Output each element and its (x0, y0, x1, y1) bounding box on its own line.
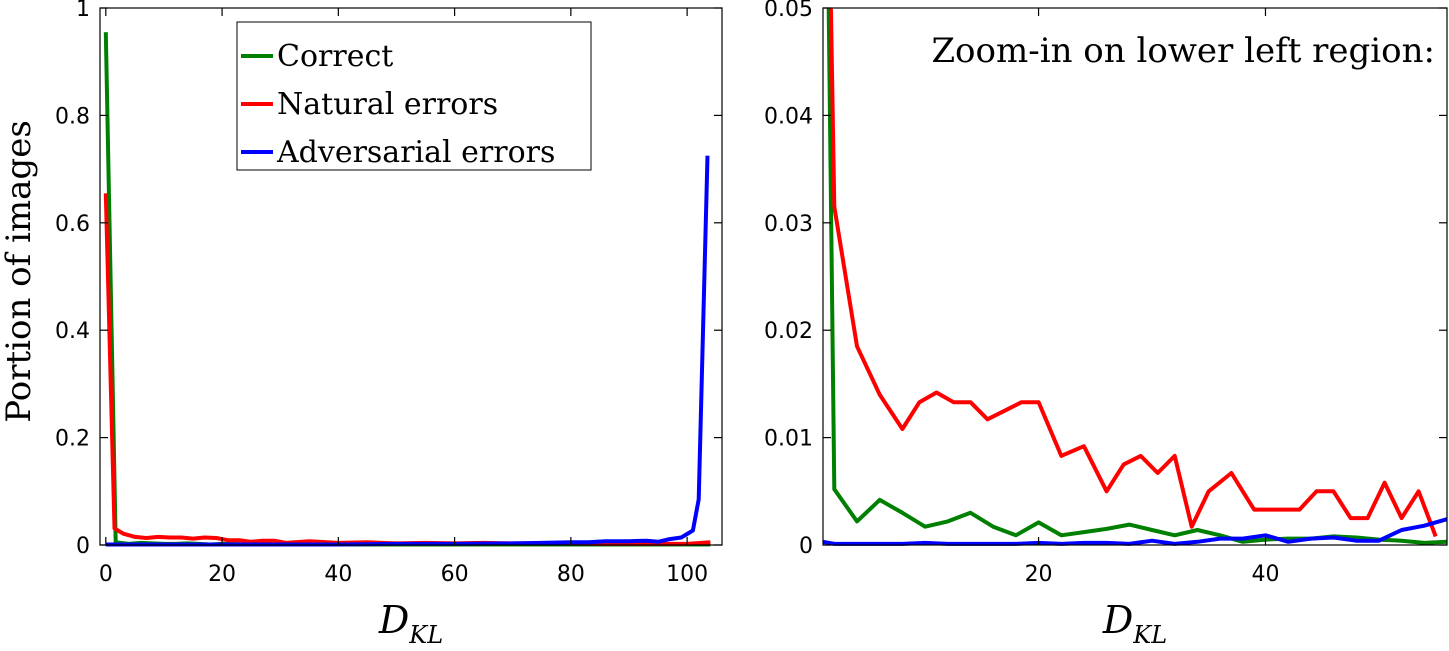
right-panel: 20 40 0 0.01 0.02 0.03 0.04 0.05 Zoom-in on low… (764, 0, 1448, 649)
left-axes-frame (99, 7, 723, 546)
legend-label-correct: Correct (277, 39, 393, 74)
left-series-line-adversarial-errors (105, 155, 710, 547)
left-x-tick-label: 60 (441, 562, 469, 587)
left-x-tick-label: 100 (666, 562, 708, 587)
left-y-tick-label: 0.2 (55, 427, 90, 452)
right-series-line-adversarial-errors (823, 517, 1447, 546)
left-panel: 0 20 40 60 80 100 0 0.2 0.4 0.6 0.8 1 Portion of im… (0, 0, 723, 649)
right-y-tick-label: 0.05 (764, 0, 813, 22)
left-y-tick-label: 0.4 (55, 319, 90, 344)
right-y-tick-label: 0.02 (764, 319, 813, 344)
right-y-tick-label: 0.03 (764, 212, 813, 237)
right-x-axis-label-subscript: KL (1132, 621, 1167, 647)
zoom-annotation: Zoom-in on lower left region: (931, 31, 1435, 71)
right-x-axis-label: DKL (1102, 598, 1167, 647)
right-y-tick-label: 0 (799, 534, 813, 559)
right-y-tick-label: 0.01 (764, 427, 813, 452)
right-series-line-natural-errors (828, 7, 1438, 538)
right-series-line-correct (826, 7, 1447, 545)
left-x-axis-label-subscript: KL (408, 621, 443, 647)
legend-label-natural-errors: Natural errors (277, 87, 498, 122)
left-y-tick-label: 0 (76, 534, 90, 559)
right-series-group (823, 7, 1447, 546)
left-ticks: 0 20 40 60 80 100 0 0.2 0.4 0.6 0.8 1 (55, 0, 722, 587)
left-y-tick-label: 0.6 (55, 212, 90, 237)
left-x-tick-label: 20 (208, 562, 236, 587)
right-x-tick-label: 40 (1251, 562, 1279, 587)
right-axes-frame (822, 7, 1448, 546)
right-x-axis-label-main: D (1102, 598, 1133, 642)
left-x-tick-label: 40 (324, 562, 352, 587)
left-series-line-natural-errors (103, 193, 711, 546)
y-axis-label: Portion of images (0, 120, 39, 423)
right-y-tick-label: 0.04 (764, 104, 813, 129)
legend-label-adversarial-errors: Adversarial errors (276, 135, 555, 170)
left-x-tick-label: 80 (557, 562, 585, 587)
left-x-axis-label-main: D (378, 598, 409, 642)
legend-box (236, 21, 592, 171)
left-y-tick-label: 0.8 (55, 104, 90, 129)
legend: Correct Natural errors Adversarial error… (236, 21, 592, 171)
left-y-tick-label: 1 (76, 0, 90, 22)
right-x-tick-label: 20 (1025, 562, 1053, 587)
left-x-tick-label: 0 (99, 562, 113, 587)
right-ticks: 20 40 0 0.01 0.02 0.03 0.04 0.05 (764, 0, 1447, 587)
left-x-axis-label: DKL (378, 598, 443, 647)
